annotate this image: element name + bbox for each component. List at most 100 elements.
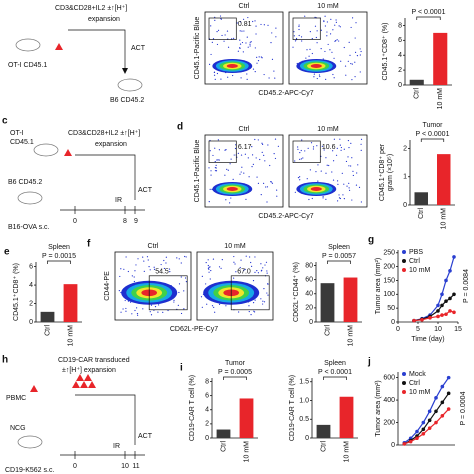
event-dot	[306, 178, 308, 180]
event-dot	[229, 202, 231, 204]
event-dot	[135, 264, 137, 266]
event-dot	[350, 62, 352, 65]
event-dot	[355, 184, 358, 186]
bar	[409, 79, 424, 85]
event-dot	[184, 255, 186, 258]
event-dot	[163, 259, 165, 262]
event-dot	[359, 54, 361, 56]
event-dot	[343, 183, 345, 185]
event-dot	[183, 308, 185, 310]
event-dot	[210, 174, 212, 176]
event-dot	[237, 152, 239, 154]
event-dot	[218, 303, 221, 305]
event-dot	[340, 146, 342, 149]
event-dot	[127, 270, 129, 273]
event-dot	[248, 310, 250, 313]
event-dot	[240, 259, 242, 261]
label: 0	[73, 463, 77, 470]
event-dot	[257, 60, 260, 62]
event-dot	[315, 171, 317, 173]
event-dot	[261, 151, 263, 153]
point	[434, 396, 438, 400]
bar	[216, 429, 231, 438]
point	[444, 278, 448, 283]
event-dot	[177, 304, 179, 307]
event-dot	[332, 179, 335, 181]
event-dot	[256, 62, 258, 64]
event-dot	[245, 255, 247, 257]
event-dot	[173, 301, 175, 303]
gate	[292, 140, 321, 163]
event-dot	[329, 33, 332, 35]
event-dot	[295, 37, 298, 40]
event-dot	[332, 150, 334, 152]
event-dot	[165, 262, 167, 264]
bracket	[420, 138, 445, 142]
event-dot	[350, 142, 352, 144]
event-dot	[340, 149, 342, 151]
event-dot	[299, 151, 301, 154]
event-dot	[180, 262, 182, 264]
event-dot	[327, 43, 329, 46]
event-dot	[339, 26, 341, 28]
event-dot	[254, 20, 256, 22]
point	[440, 292, 444, 297]
event-dot	[332, 160, 335, 162]
event-dot	[212, 258, 215, 260]
schematic-c	[17, 143, 145, 214]
point	[420, 317, 424, 322]
event-dot	[213, 71, 216, 73]
event-dot	[267, 24, 269, 26]
label: 11	[132, 463, 139, 470]
event-dot	[120, 291, 122, 294]
event-dot	[233, 261, 235, 263]
event-dot	[227, 169, 229, 171]
x-tick-label: 10 mM	[441, 208, 448, 230]
x-axis-label: CD45.2-APC-Cy7	[258, 213, 313, 220]
event-dot	[263, 73, 265, 76]
event-dot	[298, 28, 300, 31]
gate-value: 0.81	[238, 21, 252, 28]
annotation: P = 0.0005	[218, 369, 252, 376]
event-dot	[247, 46, 249, 48]
event-dot	[147, 259, 149, 261]
event-dot	[346, 185, 348, 187]
chart-title: Spleen	[328, 244, 350, 251]
event-dot	[348, 41, 350, 43]
event-dot	[263, 301, 266, 303]
bar	[343, 277, 358, 322]
y-tick-label: 60	[305, 276, 313, 283]
event-dot	[220, 78, 222, 80]
event-dot	[221, 259, 223, 261]
density	[226, 64, 238, 68]
event-dot	[146, 256, 149, 258]
event-dot	[322, 58, 324, 60]
x-tick-label: Ctrl	[44, 325, 51, 336]
event-dot	[216, 159, 218, 161]
event-dot	[242, 51, 244, 53]
event-dot	[308, 55, 310, 57]
gate	[208, 140, 237, 163]
event-dot	[275, 27, 277, 29]
event-dot	[249, 43, 251, 45]
event-dot	[207, 259, 209, 261]
event-dot	[299, 179, 301, 181]
legend-marker	[402, 259, 406, 263]
event-dot	[298, 34, 300, 37]
event-dot	[243, 269, 245, 271]
y-axis-label: CD45.1⁺CD8⁺ per	[379, 143, 386, 201]
event-dot	[213, 306, 215, 308]
annotation: P < 0.0001	[412, 9, 446, 16]
y-axis-label: CD45.1⁺CD8⁺ (%)	[382, 23, 389, 81]
event-dot	[348, 146, 350, 149]
gate	[230, 275, 270, 311]
y-tick-label: 4	[205, 407, 209, 414]
event-dot	[334, 40, 336, 42]
y-tick-label: 1.0	[299, 397, 309, 404]
event-dot	[218, 149, 220, 151]
plot-frame	[204, 134, 284, 208]
point	[452, 310, 456, 315]
event-dot	[262, 300, 264, 302]
event-dot	[300, 149, 302, 152]
event-dot	[273, 70, 275, 72]
